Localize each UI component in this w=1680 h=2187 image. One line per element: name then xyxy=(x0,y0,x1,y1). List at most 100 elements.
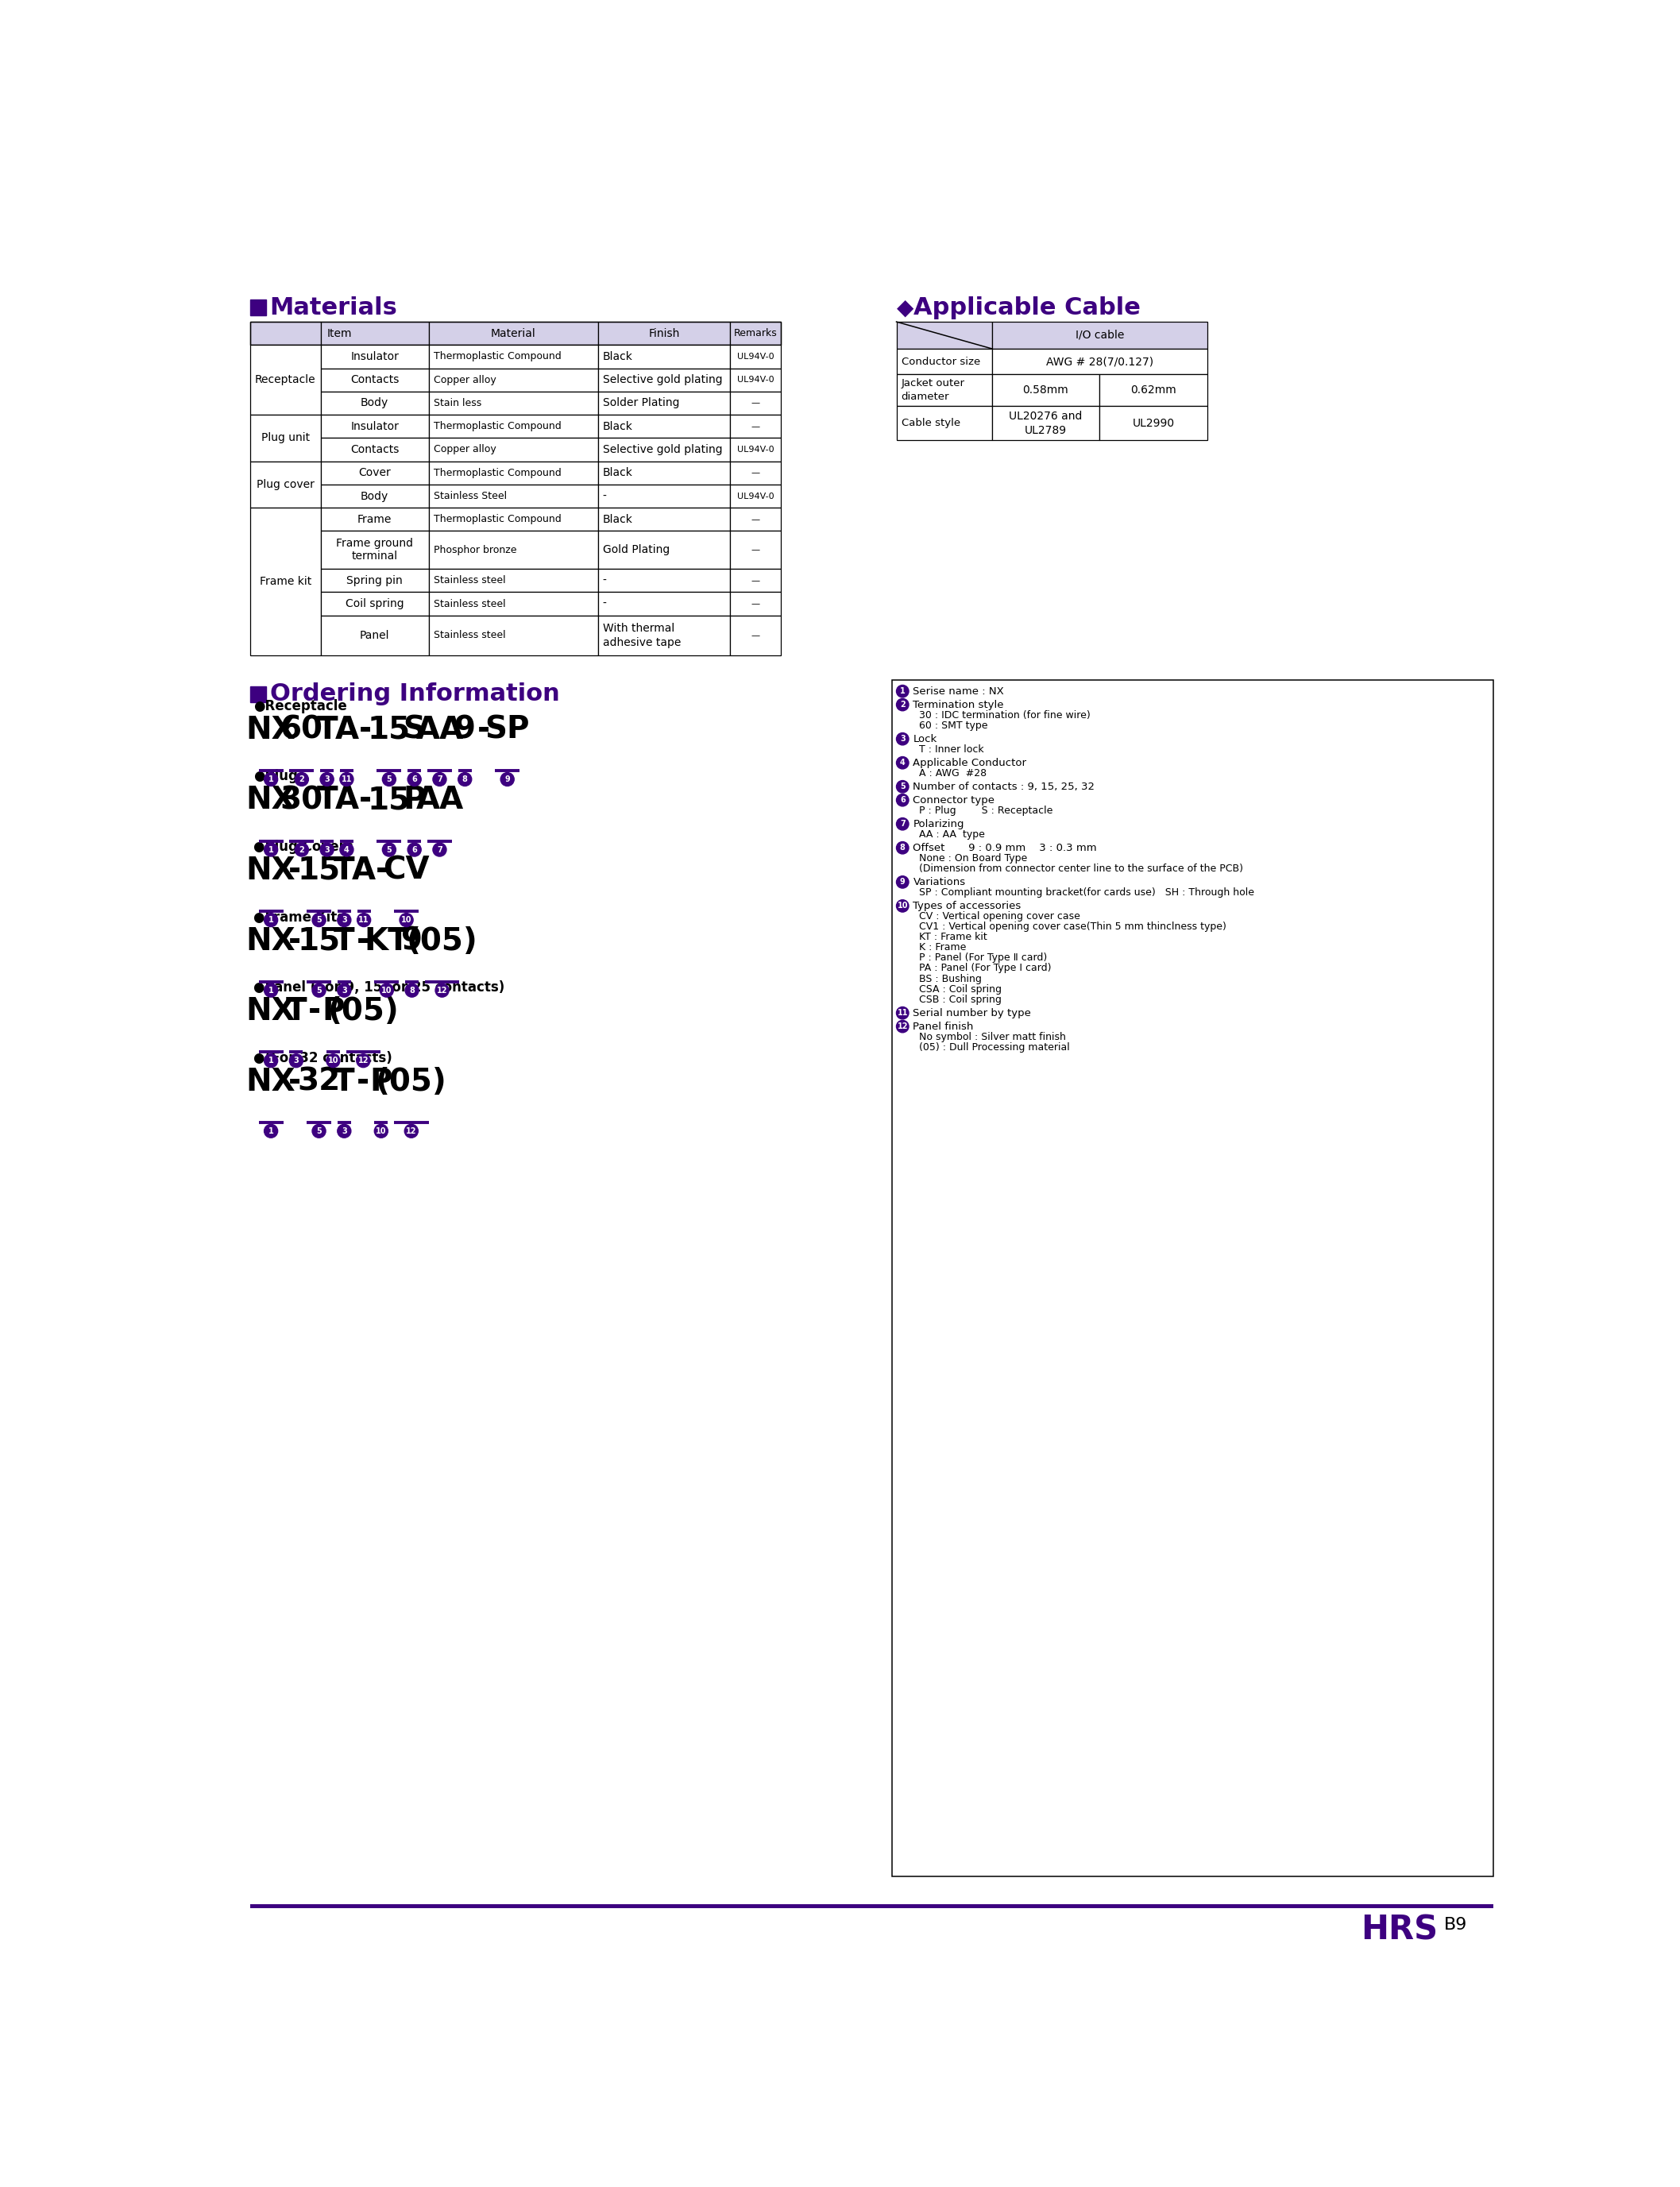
Text: Copper alloy: Copper alloy xyxy=(433,444,496,455)
Text: UL94V-0: UL94V-0 xyxy=(738,352,774,361)
Text: Panel: Panel xyxy=(360,630,390,641)
Circle shape xyxy=(339,842,353,857)
Text: -: - xyxy=(376,855,388,886)
Circle shape xyxy=(339,772,353,785)
Bar xyxy=(250,416,321,461)
Text: 5: 5 xyxy=(386,776,391,783)
Text: 5: 5 xyxy=(316,1126,321,1135)
Text: NX: NX xyxy=(245,1067,296,1098)
Text: SP : Compliant mounting bracket(for cards use)   SH : Through hole: SP : Compliant mounting bracket(for card… xyxy=(912,888,1255,897)
Text: 3: 3 xyxy=(324,846,329,853)
Circle shape xyxy=(897,685,909,698)
Text: Stainless Steel: Stainless Steel xyxy=(433,490,507,501)
Bar xyxy=(321,486,428,507)
Bar xyxy=(598,437,731,461)
Circle shape xyxy=(433,842,447,857)
Text: AA : AA  type: AA : AA type xyxy=(912,829,984,840)
Text: 3: 3 xyxy=(341,916,346,923)
Circle shape xyxy=(897,757,909,770)
Text: 3: 3 xyxy=(324,776,329,783)
Circle shape xyxy=(897,698,909,711)
Text: -: - xyxy=(356,1067,370,1098)
Text: Termination style: Termination style xyxy=(912,700,1005,711)
Circle shape xyxy=(433,772,447,785)
Bar xyxy=(321,507,428,531)
Circle shape xyxy=(264,1124,277,1137)
Bar xyxy=(250,321,321,346)
Bar xyxy=(428,367,598,391)
Text: I/O cable: I/O cable xyxy=(1075,330,1124,341)
Circle shape xyxy=(375,1124,388,1137)
Text: NX: NX xyxy=(245,925,296,956)
Circle shape xyxy=(408,772,422,785)
Bar xyxy=(250,507,321,656)
Text: (05): (05) xyxy=(376,1067,447,1098)
Bar xyxy=(321,346,428,367)
Text: 30: 30 xyxy=(281,785,323,816)
Text: 11: 11 xyxy=(897,1008,907,1017)
Text: AA: AA xyxy=(415,785,464,816)
Bar xyxy=(250,687,265,702)
Text: -: - xyxy=(289,925,301,956)
Text: —: — xyxy=(751,516,759,523)
Circle shape xyxy=(408,842,422,857)
Text: 1: 1 xyxy=(269,846,274,853)
Text: Offset       9 : 0.9 mm    3 : 0.3 mm: Offset 9 : 0.9 mm 3 : 0.3 mm xyxy=(912,842,1097,853)
Circle shape xyxy=(501,772,514,785)
Text: —: — xyxy=(751,400,759,407)
Bar xyxy=(321,569,428,593)
Bar xyxy=(731,416,781,437)
Bar xyxy=(991,407,1099,440)
Bar xyxy=(428,531,598,569)
Text: Body: Body xyxy=(361,398,388,409)
Text: 8: 8 xyxy=(900,844,906,851)
Bar xyxy=(428,461,598,486)
Circle shape xyxy=(321,772,334,785)
Text: 12: 12 xyxy=(897,1024,907,1030)
Text: Lock: Lock xyxy=(912,735,937,744)
Text: 11: 11 xyxy=(358,916,370,923)
Bar xyxy=(731,461,781,486)
Text: P : Panel (For Type Ⅱ card): P : Panel (For Type Ⅱ card) xyxy=(912,954,1047,962)
Text: Thermoplastic Compound: Thermoplastic Compound xyxy=(433,352,561,361)
Bar xyxy=(731,531,781,569)
Text: ●Receptacle: ●Receptacle xyxy=(254,700,346,713)
Text: 12: 12 xyxy=(407,1126,417,1135)
Text: 1: 1 xyxy=(269,986,274,995)
Bar xyxy=(731,321,781,346)
Text: 60: 60 xyxy=(281,715,323,746)
Text: P : Plug        S : Receptacle: P : Plug S : Receptacle xyxy=(912,805,1053,816)
Bar xyxy=(321,531,428,569)
Text: Thermoplastic Compound: Thermoplastic Compound xyxy=(433,514,561,525)
Bar xyxy=(598,486,731,507)
Text: A: A xyxy=(334,715,358,746)
Text: Material: Material xyxy=(491,328,536,339)
Text: AA: AA xyxy=(415,715,464,746)
Text: -: - xyxy=(307,997,321,1026)
Text: (05) : Dull Processing material: (05) : Dull Processing material xyxy=(912,1041,1070,1052)
Text: (05): (05) xyxy=(407,925,477,956)
Circle shape xyxy=(897,842,909,853)
Text: ●Plug Covers: ●Plug Covers xyxy=(254,840,353,853)
Text: 6: 6 xyxy=(412,846,417,853)
Text: 7: 7 xyxy=(437,846,442,853)
Circle shape xyxy=(312,914,326,927)
Text: B9: B9 xyxy=(1445,1918,1468,1933)
Text: Copper alloy: Copper alloy xyxy=(433,374,496,385)
Bar xyxy=(1099,407,1208,440)
Bar xyxy=(428,486,598,507)
Text: UL94V-0: UL94V-0 xyxy=(738,376,774,385)
Text: 1: 1 xyxy=(900,687,906,695)
Text: Plug cover: Plug cover xyxy=(257,479,314,490)
Bar xyxy=(991,348,1208,374)
Text: P: P xyxy=(370,1067,393,1098)
Text: ●(For 32 contacts): ●(For 32 contacts) xyxy=(254,1050,391,1065)
Text: Remarks: Remarks xyxy=(734,328,778,339)
Text: 4: 4 xyxy=(900,759,906,768)
Text: ●Frame Kits: ●Frame Kits xyxy=(254,910,344,925)
Text: Applicable Cable: Applicable Cable xyxy=(914,295,1141,319)
Bar xyxy=(731,507,781,531)
Text: T: T xyxy=(316,715,338,746)
Text: 9: 9 xyxy=(900,879,906,886)
Text: 0.62mm: 0.62mm xyxy=(1131,385,1176,396)
